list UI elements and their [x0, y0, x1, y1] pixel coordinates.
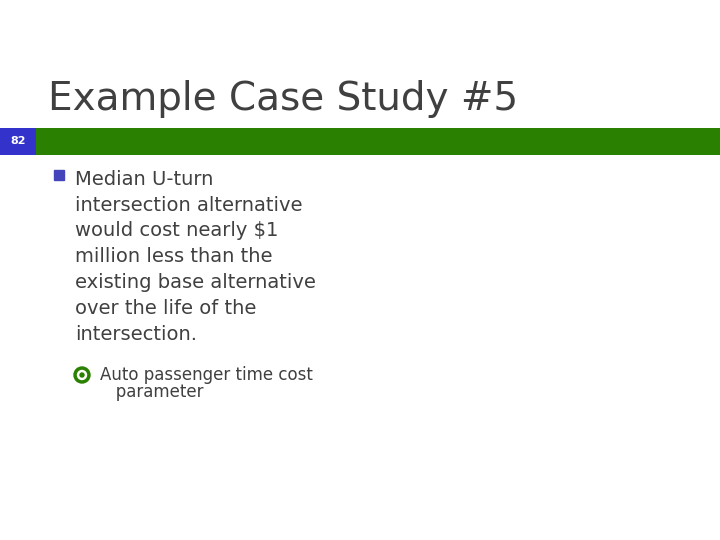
Bar: [0, 128, 36, 155]
Bar: [54, 170, 64, 180]
Text: parameter: parameter: [100, 383, 204, 401]
Circle shape: [80, 373, 84, 377]
Text: Auto passenger time cost: Auto passenger time cost: [100, 366, 313, 384]
Circle shape: [78, 370, 86, 380]
Text: Median U-turn
intersection alternative
would cost nearly $1
million less than th: Median U-turn intersection alternative w…: [75, 170, 316, 343]
Text: 82: 82: [10, 137, 26, 146]
Bar: [36, 128, 720, 155]
Circle shape: [74, 367, 90, 383]
Text: Example Case Study #5: Example Case Study #5: [48, 80, 518, 118]
